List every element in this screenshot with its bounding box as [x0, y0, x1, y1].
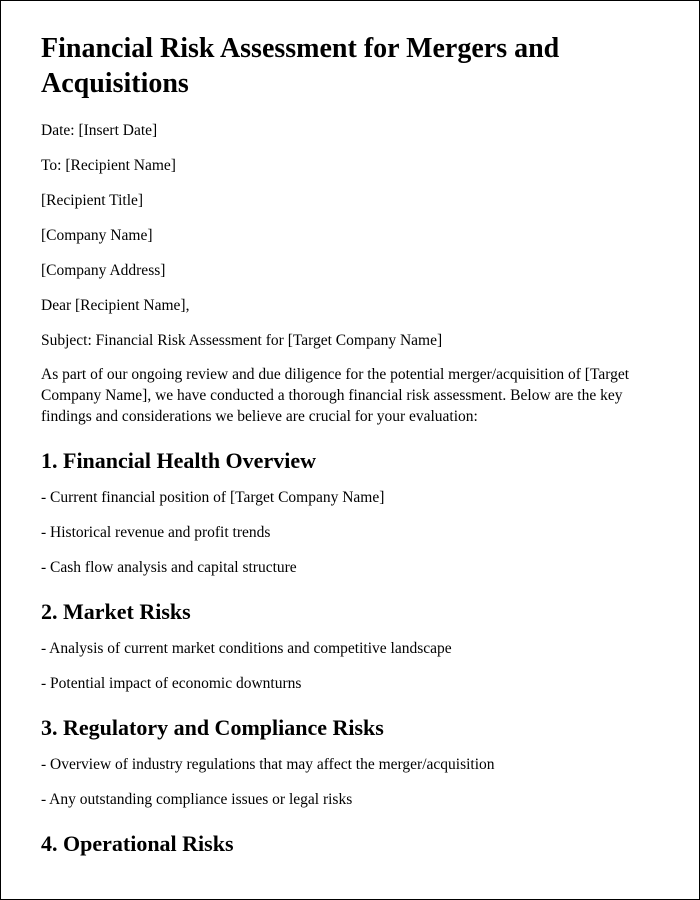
section-heading-market-risks: 2. Market Risks	[41, 599, 659, 625]
document-page: Financial Risk Assessment for Mergers an…	[0, 0, 700, 900]
list-item: - Historical revenue and profit trends	[41, 523, 659, 544]
recipient-title-line: [Recipient Title]	[41, 191, 659, 212]
company-address-line: [Company Address]	[41, 261, 659, 282]
subject-line: Subject: Financial Risk Assessment for […	[41, 331, 659, 352]
page-title: Financial Risk Assessment for Mergers an…	[41, 31, 659, 101]
to-line: To: [Recipient Name]	[41, 156, 659, 177]
list-item: - Analysis of current market conditions …	[41, 639, 659, 660]
date-line: Date: [Insert Date]	[41, 121, 659, 142]
section-heading-financial-health: 1. Financial Health Overview	[41, 448, 659, 474]
section-heading-operational-risks: 4. Operational Risks	[41, 831, 659, 857]
list-item: - Cash flow analysis and capital structu…	[41, 558, 659, 579]
list-item: - Any outstanding compliance issues or l…	[41, 790, 659, 811]
intro-paragraph: As part of our ongoing review and due di…	[41, 365, 659, 428]
section-heading-regulatory-risks: 3. Regulatory and Compliance Risks	[41, 715, 659, 741]
salutation-line: Dear [Recipient Name],	[41, 296, 659, 317]
list-item: - Current financial position of [Target …	[41, 488, 659, 509]
list-item: - Potential impact of economic downturns	[41, 674, 659, 695]
list-item: - Overview of industry regulations that …	[41, 755, 659, 776]
company-name-line: [Company Name]	[41, 226, 659, 247]
